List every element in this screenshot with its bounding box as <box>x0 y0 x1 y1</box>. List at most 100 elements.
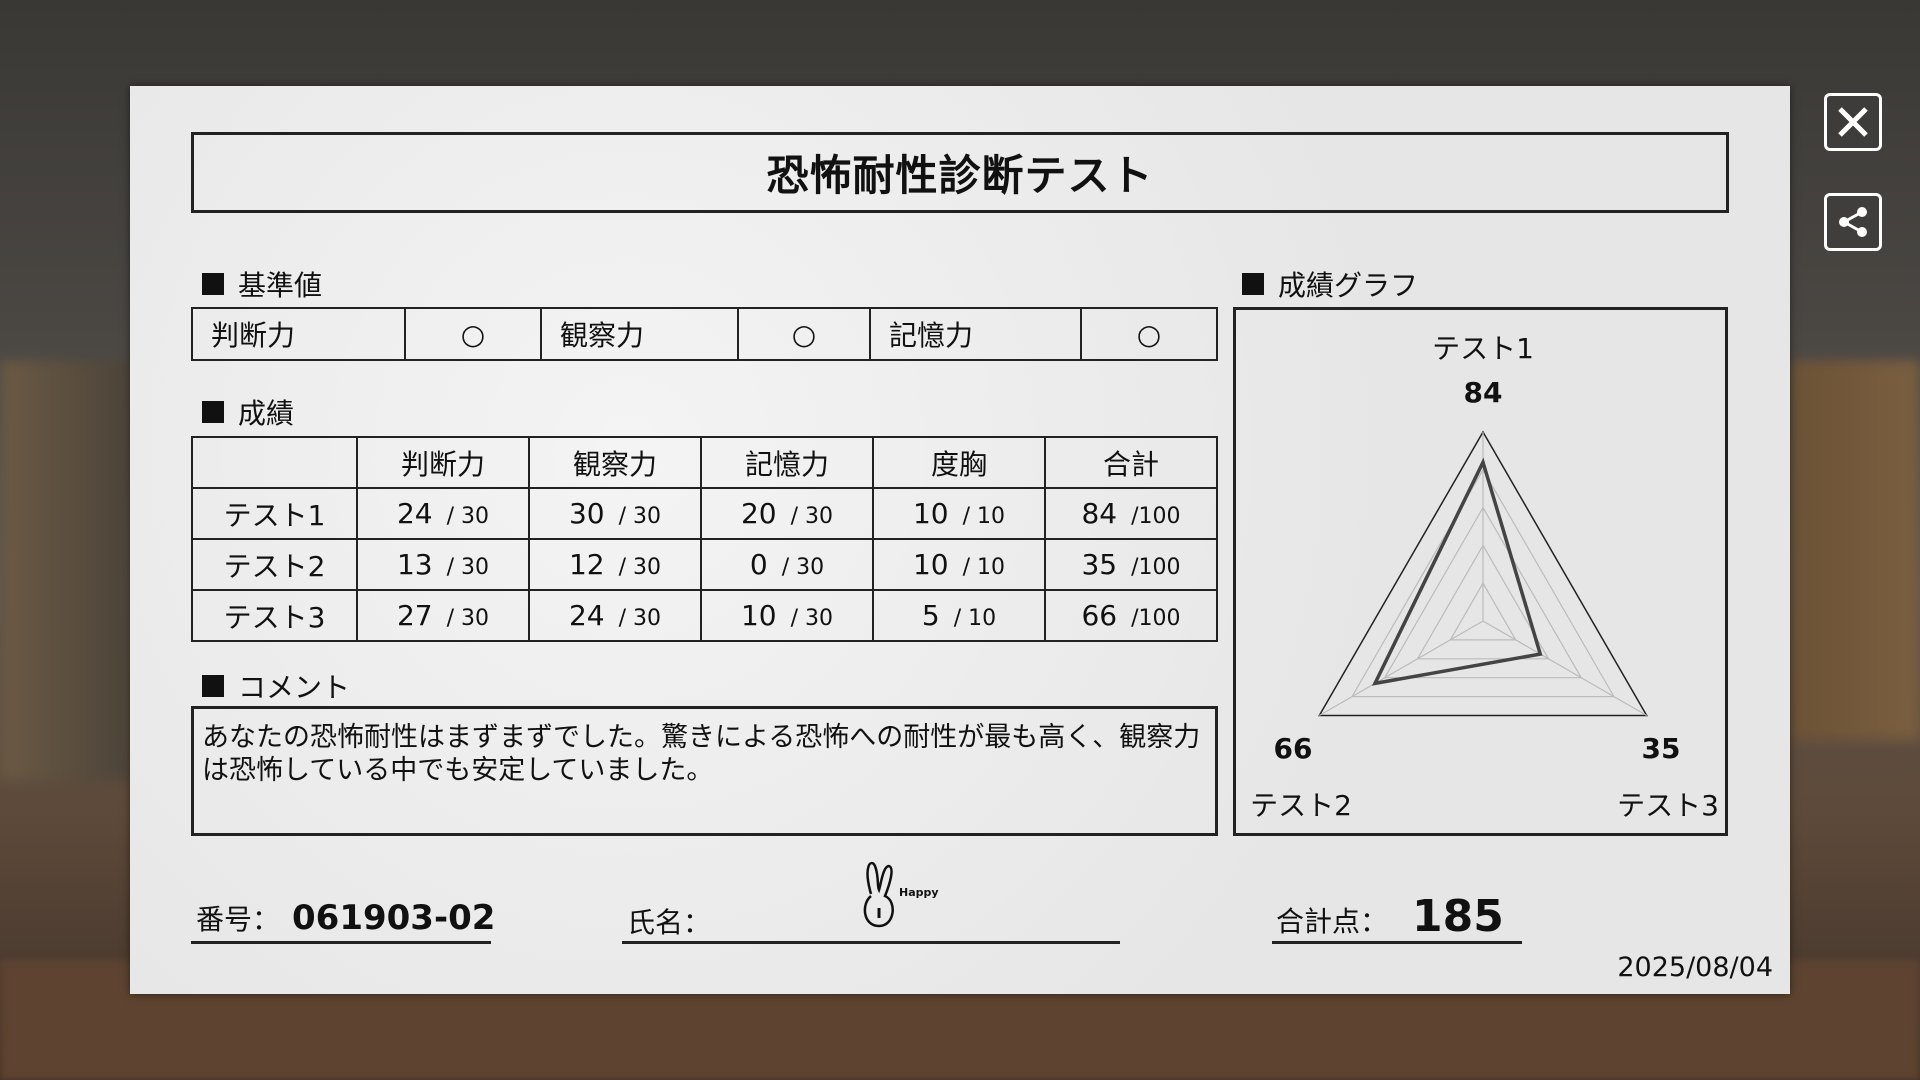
score-value: 13 <box>396 548 433 581</box>
column-header: 判断力 <box>356 436 530 489</box>
radar-grid-ring <box>1383 506 1583 679</box>
score-max: / 30 <box>446 555 490 580</box>
score-max: / 30 <box>618 504 662 529</box>
column-header: 度胸 <box>872 436 1046 489</box>
score-value: 10 <box>912 548 949 581</box>
criteria-value: ○ <box>1080 307 1218 361</box>
number-field: 番号： 061903-02 <box>196 898 495 938</box>
result-sheet: 恐怖耐性診断テスト 基準値 判断力 ○ 観察力 ○ 記憶力 ○ 成績 判断力 観察… <box>130 86 1790 994</box>
background <box>1790 360 1920 740</box>
radar-value-label: 66 <box>1274 732 1313 765</box>
score-cell: 30 / 30 <box>528 487 702 540</box>
score-max: / 30 <box>618 555 662 580</box>
score-max: / 30 <box>618 606 662 631</box>
score-value: 0 <box>749 548 768 581</box>
score-cell: 27 / 30 <box>356 589 530 642</box>
score-cell: 10 / 30 <box>700 589 874 642</box>
score-value: 84 <box>1081 497 1118 530</box>
graph-box: テスト1 84 テスト2 66 テスト3 35 <box>1233 307 1728 836</box>
score-value: 24 <box>568 599 605 632</box>
radar-axis-label: テスト1 <box>1432 332 1534 365</box>
score-cell: 20 / 30 <box>700 487 874 540</box>
radar-grid-ring <box>1351 468 1615 698</box>
score-max: / 30 <box>446 606 490 631</box>
total-field: 合計点： 185 <box>1276 891 1504 942</box>
share-button[interactable] <box>1824 193 1882 251</box>
total-value: 185 <box>1412 891 1504 942</box>
comment-heading: コメント <box>202 666 350 706</box>
number-value: 061903-02 <box>292 898 496 938</box>
radar-grid-ring <box>1416 544 1550 660</box>
criteria-table: 判断力 ○ 観察力 ○ 記憶力 ○ <box>191 307 1218 361</box>
score-cell: 12 / 30 <box>528 538 702 591</box>
criteria-heading: 基準値 <box>202 264 322 304</box>
score-max: / 10 <box>962 504 1006 529</box>
close-button[interactable] <box>1824 93 1882 151</box>
heading-text: 成績 <box>238 397 295 430</box>
score-max: /100 <box>1131 555 1181 580</box>
score-value: 24 <box>396 497 433 530</box>
number-label: 番号： <box>196 903 281 936</box>
score-cell: 10 / 10 <box>872 487 1046 540</box>
heading-text: 成績グラフ <box>1278 269 1419 302</box>
radar-value-label: 35 <box>1642 732 1681 765</box>
criteria-value: ○ <box>404 307 542 361</box>
score-value: 27 <box>396 599 433 632</box>
radar-axis-label: テスト3 <box>1617 789 1719 822</box>
score-value: 66 <box>1081 599 1118 632</box>
column-header <box>191 436 358 489</box>
column-header: 記憶力 <box>700 436 874 489</box>
score-value: 30 <box>568 497 605 530</box>
criteria-value: ○ <box>737 307 871 361</box>
score-cell: 13 / 30 <box>356 538 530 591</box>
score-value: 35 <box>1081 548 1118 581</box>
row-label: テスト2 <box>191 538 358 591</box>
score-max: / 10 <box>962 555 1006 580</box>
radar-series-polygon <box>1371 457 1543 686</box>
radar-grid-ring <box>1318 430 1648 717</box>
score-cell: 24 / 30 <box>356 487 530 540</box>
score-max: /100 <box>1131 606 1181 631</box>
name-label: 氏名： <box>627 906 712 939</box>
total-label: 合計点： <box>1276 905 1389 938</box>
criteria-label: 観察力 <box>540 307 739 361</box>
score-cell: 84/100 <box>1044 487 1218 540</box>
column-header: 観察力 <box>528 436 702 489</box>
heading-text: コメント <box>238 671 351 704</box>
criteria-label: 記憶力 <box>869 307 1082 361</box>
score-max: / 30 <box>790 504 834 529</box>
close-icon <box>1838 107 1868 137</box>
score-cell: 66/100 <box>1044 589 1218 642</box>
score-cell: 0 / 30 <box>700 538 874 591</box>
date: 2025/08/04 <box>1617 952 1773 983</box>
radar-chart: テスト1 84 テスト2 66 テスト3 35 <box>1250 332 1719 822</box>
score-cell: 5 / 10 <box>872 589 1046 642</box>
score-max: / 10 <box>953 606 997 631</box>
scores-heading: 成績 <box>202 392 294 432</box>
criteria-label: 判断力 <box>191 307 406 361</box>
comment-text: あなたの恐怖耐性はまずまずでした。驚きによる恐怖への耐性が最も高く、観察力は恐怖… <box>191 706 1218 836</box>
score-max: /100 <box>1131 504 1181 529</box>
scores-table: 判断力 観察力 記憶力 度胸 合計 テスト1 24/ 30 30/ 30 20/ 30 10/ 1… <box>191 436 1218 642</box>
score-value: 10 <box>740 599 777 632</box>
score-value: 10 <box>912 497 949 530</box>
score-value: 20 <box>740 497 777 530</box>
background <box>0 360 130 780</box>
radar-axis-label: テスト2 <box>1250 789 1352 822</box>
signature: Happy <box>857 856 957 931</box>
heading-text: 基準値 <box>238 269 323 302</box>
graph-heading: 成績グラフ <box>1242 264 1418 304</box>
radar-value-label: 84 <box>1464 376 1503 409</box>
table-row: テスト2 13 / 30 12 / 30 0 / 30 10 / 10 35/100 <box>191 538 1218 591</box>
table-row: テスト3 27 / 30 24 / 30 10 / 30 5 / 10 66/100 <box>191 589 1218 642</box>
table-row: テスト1 24 / 30 30 / 30 20 / 30 10 / 10 84/100 <box>191 487 1218 540</box>
score-value: 5 <box>921 599 940 632</box>
radar-axis-line <box>1319 620 1484 717</box>
row-label: テスト1 <box>191 487 358 540</box>
score-cell: 35/100 <box>1044 538 1218 591</box>
score-value: 12 <box>568 548 605 581</box>
row-label: テスト3 <box>191 589 358 642</box>
column-header: 合計 <box>1044 436 1218 489</box>
share-icon <box>1839 207 1867 237</box>
score-cell: 24 / 30 <box>528 589 702 642</box>
